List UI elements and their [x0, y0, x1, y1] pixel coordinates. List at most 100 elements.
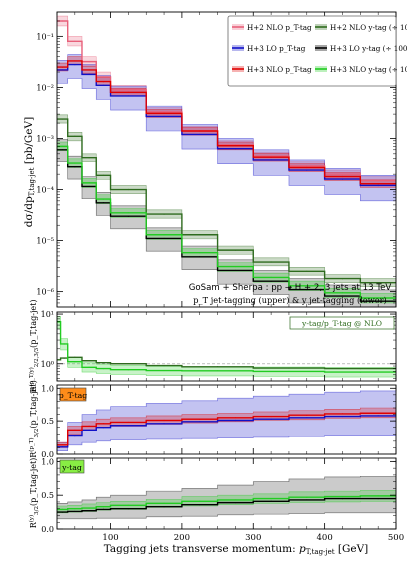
point-ratio-y-0-2 — [88, 510, 90, 512]
point-ratio-2-0-8 — [288, 367, 290, 369]
point-ratio-2-1-9 — [359, 371, 361, 373]
point-main-0-3 — [102, 76, 104, 78]
point-main-5-0 — [61, 145, 63, 147]
point-ratio-pt-1-9 — [306, 414, 308, 416]
frame-main — [56, 11, 397, 308]
legend-frame — [227, 15, 397, 87]
point-main-0-1 — [74, 40, 76, 42]
point-ratio-y-0-4 — [127, 508, 129, 510]
badge-ytag-over-pttag: y-tag/p_T-tag @ NLO — [301, 319, 382, 328]
point-ratio-y-0-7 — [234, 502, 237, 504]
point-ratio-y-1-11 — [377, 495, 379, 497]
point-ratio-y-0-3 — [102, 508, 104, 510]
point-ratio-pt-1-3 — [102, 423, 104, 425]
point-ratio-pt-1-4 — [127, 421, 129, 424]
point-ratio-pt-1-5 — [163, 419, 165, 422]
point-main-1-11 — [377, 184, 379, 187]
point-ratio-y-1-8 — [270, 497, 272, 500]
point-main-0-4 — [127, 89, 129, 91]
point-main-2-7 — [234, 145, 237, 147]
point-main-4-10 — [341, 295, 344, 297]
badge-ytag-frame — [59, 459, 85, 474]
ytick-label-ratio-2-0: 10⁰ — [41, 360, 54, 369]
point-main-5-10 — [341, 292, 344, 294]
point-ratio-y-0-6 — [199, 504, 201, 506]
point-ratio-pt-0-10 — [341, 415, 344, 418]
point-ratio-y-1-10 — [341, 495, 344, 498]
point-ratio-y-1-6 — [199, 500, 201, 502]
xtick-label-1: 200 — [174, 533, 190, 543]
plot-area — [57, 390, 396, 452]
point-main-0-0 — [61, 20, 63, 22]
point-main-4-3 — [102, 202, 104, 204]
point-ratio-y-0-0 — [61, 511, 63, 513]
point-ratio-pt-0-0 — [61, 446, 63, 448]
x-axis-title: Tagging jets transverse momentum: pT,tag… — [104, 543, 369, 556]
ytick-label-main-5: 10⁻¹ — [36, 32, 54, 41]
band-ratio-2-1 — [57, 316, 396, 378]
xtick-label-2: 300 — [245, 533, 261, 543]
main-ylabel: dσ/dpT,tag-jet [pb/GeV] — [23, 117, 36, 227]
ytick-label-ratio-y-2: 1.0 — [41, 457, 54, 466]
point-ratio-pt-1-0 — [61, 444, 63, 446]
point-ratio-pt-0-2 — [88, 429, 90, 431]
point-main-1-6 — [199, 133, 201, 136]
main-panel: 10⁻⁶ 10⁻⁵ 10⁻⁴ 10⁻³ 10⁻² 10⁻¹ — [36, 11, 397, 308]
legend-label-4: H+3 LO y-tag (÷ 100) — [330, 44, 407, 53]
ratio-pt-ylabel: R(p_T)3/2(p_T,tag-jet) — [28, 380, 40, 457]
ytick-label-main-3: 10⁻³ — [36, 134, 54, 143]
point-ratio-y-1-9 — [306, 496, 308, 498]
point-main-3-9 — [306, 270, 308, 272]
point-ratio-y-0-8 — [270, 500, 272, 502]
point-main-1-3 — [102, 84, 104, 86]
point-ratio-y-1-0 — [61, 508, 63, 510]
point-main-5-7 — [234, 265, 237, 268]
point-ratio-pt-1-11 — [377, 412, 379, 414]
point-ratio-2-1-6 — [163, 369, 165, 372]
point-ratio-y-0-10 — [341, 497, 344, 500]
point-ratio-2-0-9 — [359, 367, 361, 370]
point-ratio-y-1-2 — [88, 507, 90, 509]
point-main-3-10 — [341, 278, 344, 280]
ratio-panel-ytag: 0.0 0.5 1.0 100 200 300 400 500 — [41, 457, 404, 543]
point-main-5-1 — [74, 162, 76, 164]
series-ratio-y-0 — [57, 497, 396, 513]
point-main-4-7 — [234, 269, 237, 272]
point-ratio-pt-1-1 — [74, 429, 76, 431]
point-main-2-9 — [306, 166, 308, 169]
point-ratio-pt-0-3 — [102, 427, 104, 429]
plot-area — [57, 475, 396, 520]
point-main-1-1 — [74, 63, 76, 66]
badge-ytag: y-tag — [61, 463, 82, 472]
point-ratio-pt-0-9 — [306, 417, 308, 419]
series-ratio-pt-1 — [57, 412, 396, 446]
point-ratio-y-1-5 — [163, 502, 165, 504]
point-main-1-10 — [341, 178, 344, 180]
point-main-4-0 — [61, 149, 63, 151]
ytick-label-main-1: 10⁻⁵ — [36, 237, 54, 246]
point-ratio-pt-0-4 — [127, 425, 129, 427]
ytick-label-ratio-2-1: 10¹ — [41, 310, 54, 319]
point-main-1-4 — [127, 95, 129, 97]
point-main-3-0 — [61, 118, 63, 120]
point-main-4-9 — [306, 288, 308, 291]
point-ratio-y-1-3 — [102, 506, 104, 508]
point-main-2-6 — [199, 130, 201, 132]
badge-pttag: p_T-tag — [59, 391, 88, 400]
point-main-0-11 — [377, 179, 379, 182]
series-main-2 — [57, 60, 396, 185]
point-ratio-2-1-8 — [288, 370, 290, 373]
point-main-1-9 — [306, 169, 308, 171]
point-main-3-1 — [74, 135, 76, 137]
point-ratio-2-1-5 — [127, 369, 129, 371]
point-main-4-1 — [74, 166, 76, 168]
point-ratio-2-0-1 — [63, 357, 65, 359]
legend-label-5: H+3 NLO y-tag (÷ 100) — [330, 65, 407, 74]
point-main-0-2 — [88, 61, 90, 63]
point-main-2-3 — [102, 81, 104, 83]
point-main-2-10 — [341, 175, 344, 178]
ratio-panel-ytag-over-pttag: 10⁰ 10¹ — [41, 310, 397, 382]
point-main-3-8 — [270, 261, 272, 263]
point-main-5-6 — [199, 252, 201, 254]
